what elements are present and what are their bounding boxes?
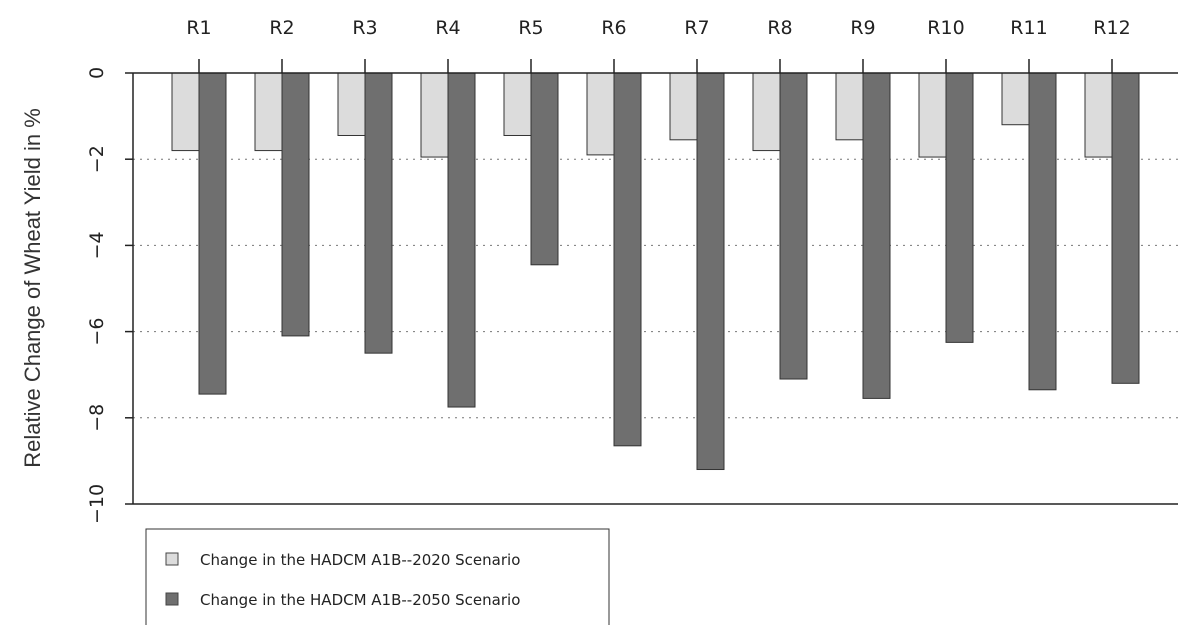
bar-2020 (1084, 72, 1113, 158)
legend-label-2050: Change in the HADCM A1B--2050 Scenario (200, 591, 520, 609)
bar-2020 (1001, 72, 1030, 126)
bar-2020 (503, 72, 532, 136)
category-label: R3 (352, 17, 377, 39)
category-label: R6 (601, 17, 626, 39)
legend: Change in the HADCM A1B--2020 Scenario C… (145, 528, 610, 625)
legend-label-2020: Change in the HADCM A1B--2020 Scenario (200, 551, 520, 569)
y-tick-label: −6 (86, 318, 108, 346)
category-label: R10 (927, 17, 964, 39)
bar-2050 (198, 72, 227, 395)
bar-2050 (1028, 72, 1057, 391)
legend-swatch-2020 (165, 552, 179, 566)
category-axis-ticks: R1 R2 R3 R4 R5 R6 R7 R8 R9 R10 R11 R12 (186, 17, 1131, 73)
y-tick-label: −4 (86, 231, 108, 259)
y-tick-label: −2 (86, 145, 108, 173)
legend-swatch-2050 (165, 592, 179, 606)
category-label: R2 (269, 17, 294, 39)
bar-2050 (862, 72, 891, 399)
bar-2050 (696, 72, 725, 471)
y-tick-label: 0 (86, 67, 108, 79)
bar-2050 (530, 72, 559, 266)
category-label: R5 (518, 17, 543, 39)
y-axis-ticks: 0 −2 −4 −6 −8 −10 (86, 67, 133, 524)
category-label: R9 (850, 17, 875, 39)
bar-2050 (945, 72, 974, 343)
bar-2020 (254, 72, 283, 152)
category-label: R8 (767, 17, 792, 39)
y-tick-label: −8 (86, 404, 108, 432)
bar-2020 (420, 72, 449, 158)
bars (171, 72, 1140, 471)
category-label: R12 (1093, 17, 1130, 39)
bar-2050 (613, 72, 642, 447)
bar-2020 (171, 72, 200, 152)
legend-box (145, 528, 610, 625)
bar-2020 (918, 72, 947, 158)
category-label: R1 (186, 17, 211, 39)
bar-2020 (835, 72, 864, 141)
axes (132, 72, 1178, 505)
bar-2020 (586, 72, 615, 156)
category-label: R11 (1010, 17, 1047, 39)
bar-2050 (779, 72, 808, 380)
category-label: R7 (684, 17, 709, 39)
bar-2050 (447, 72, 476, 408)
bar-2020 (337, 72, 366, 136)
bar-2050 (364, 72, 393, 354)
bar-2050 (281, 72, 310, 337)
bar-2020 (669, 72, 698, 141)
bar-2020 (752, 72, 781, 152)
bar-2050 (1111, 72, 1140, 384)
y-tick-label: −10 (86, 484, 108, 524)
category-label: R4 (435, 17, 460, 39)
y-axis-label: Relative Change of Wheat Yield in % (20, 108, 45, 468)
